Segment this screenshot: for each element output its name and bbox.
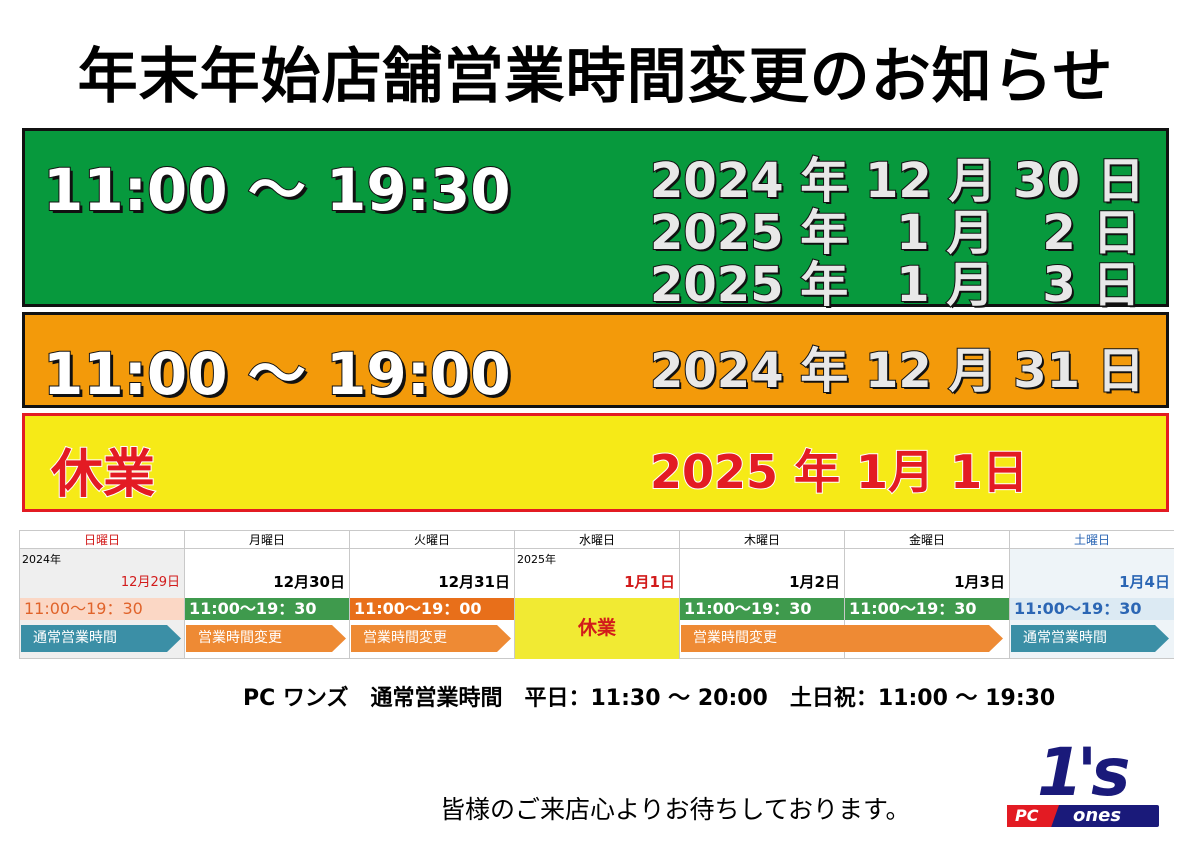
date-label: 12月31日: [438, 573, 510, 591]
calendar-day-wed: 水曜日 2025年 1月1日 休業: [514, 530, 679, 659]
date-label: 12月30日: [273, 573, 345, 591]
logo-pc-bar: [1007, 805, 1059, 827]
year-2024-label: 2024年: [22, 553, 61, 566]
closed-date: 2025 年 1月 1日: [649, 444, 1029, 500]
logo-ones-text: ones: [1073, 805, 1122, 826]
hours-strip: 11:00〜19：30: [845, 598, 1009, 620]
logo-bar: PC ones: [1007, 805, 1159, 827]
calendar-cell: 1月2日 11:00〜19：30: [680, 549, 844, 659]
changed-hours-arrow-tue: 営業時間変更: [351, 625, 511, 652]
date-label: 1月3日: [954, 573, 1005, 591]
hours-1900-label: 11:00 〜 19:00: [42, 339, 512, 409]
closing-message: 皆様のご来店心よりお待ちしております。: [440, 795, 911, 824]
weekday-mon: 月曜日: [185, 530, 349, 549]
date-line-1: 2024 年 12 月 30 日: [649, 152, 1146, 210]
weekday-wed: 水曜日: [515, 530, 679, 549]
calendar-day-fri: 金曜日 1月3日 11:00〜19：30: [844, 530, 1009, 659]
calendar-cell: 2025年 1月1日 休業: [515, 549, 679, 659]
calendar-day-mon: 月曜日 12月30日 11:00〜19：30: [184, 530, 349, 659]
weekday-fri: 金曜日: [845, 530, 1009, 549]
date-line-3: 2025 年 1 月 3 日: [649, 256, 1142, 314]
date-line-31: 2024 年 12 月 31 日: [649, 342, 1146, 400]
year-2025-label: 2025年: [517, 553, 556, 566]
date-label: 1月4日: [1119, 573, 1170, 591]
weekday-sat: 土曜日: [1010, 530, 1174, 549]
calendar-cell: 12月31日 11:00〜19：00: [350, 549, 514, 659]
closed-label: 休業: [50, 444, 156, 506]
hours-strip: 11:00〜19：00: [350, 598, 514, 620]
date-label: 12月29日: [120, 575, 180, 590]
calendar-cell: 12月30日 11:00〜19：30: [185, 549, 349, 659]
hours-block-1900: 11:00 〜 19:00 2024 年 12 月 31 日: [22, 312, 1169, 409]
closed-block: 休業 2025 年 1月 1日: [22, 413, 1169, 512]
weekday-sun: 日曜日: [20, 530, 184, 549]
regular-hours-note: PC ワンズ 通常営業時間 平日：11:30 〜 20:00 土日祝：11:00…: [243, 686, 1056, 711]
changed-hours-arrow-mon: 営業時間変更: [186, 625, 346, 652]
hours-strip: 11:00〜19：30: [1010, 598, 1174, 620]
normal-hours-arrow-sat: 通常営業時間: [1011, 625, 1169, 652]
weekday-tue: 火曜日: [350, 530, 514, 549]
hours-block-1930: 11:00 〜 19:30 2024 年 12 月 30 日 2025 年 1 …: [22, 128, 1169, 314]
hours-strip: 11:00〜19：30: [680, 598, 844, 620]
logo-pc-text: PC: [1015, 806, 1039, 825]
page-title: 年末年始店舗営業時間変更のお知らせ: [77, 42, 1114, 112]
holiday-calendar: 日曜日 2024年 12月29日 11:00〜19：30 月曜日 12月30日 …: [19, 530, 1174, 659]
normal-hours-arrow-sun: 通常営業時間: [21, 625, 181, 652]
calendar-cell: 1月3日 11:00〜19：30: [845, 549, 1009, 659]
calendar-day-thu: 木曜日 1月2日 11:00〜19：30: [679, 530, 844, 659]
weekday-thu: 木曜日: [680, 530, 844, 549]
closed-cell: 休業: [515, 598, 679, 659]
hours-strip: 11:00〜19：30: [185, 598, 349, 620]
date-label: 1月2日: [789, 573, 840, 591]
changed-hours-arrow-thu-fri: 営業時間変更: [681, 625, 1003, 652]
pc-ones-logo: 1's PC ones: [1005, 734, 1160, 828]
date-label: 1月1日: [624, 573, 675, 591]
calendar-day-tue: 火曜日 12月31日 11:00〜19：00: [349, 530, 514, 659]
logo-mark: 1's: [1037, 734, 1130, 811]
hours-strip: 11:00〜19：30: [20, 598, 184, 620]
date-line-2: 2025 年 1 月 2 日: [649, 204, 1142, 262]
hours-1930-label: 11:00 〜 19:30: [42, 155, 512, 225]
